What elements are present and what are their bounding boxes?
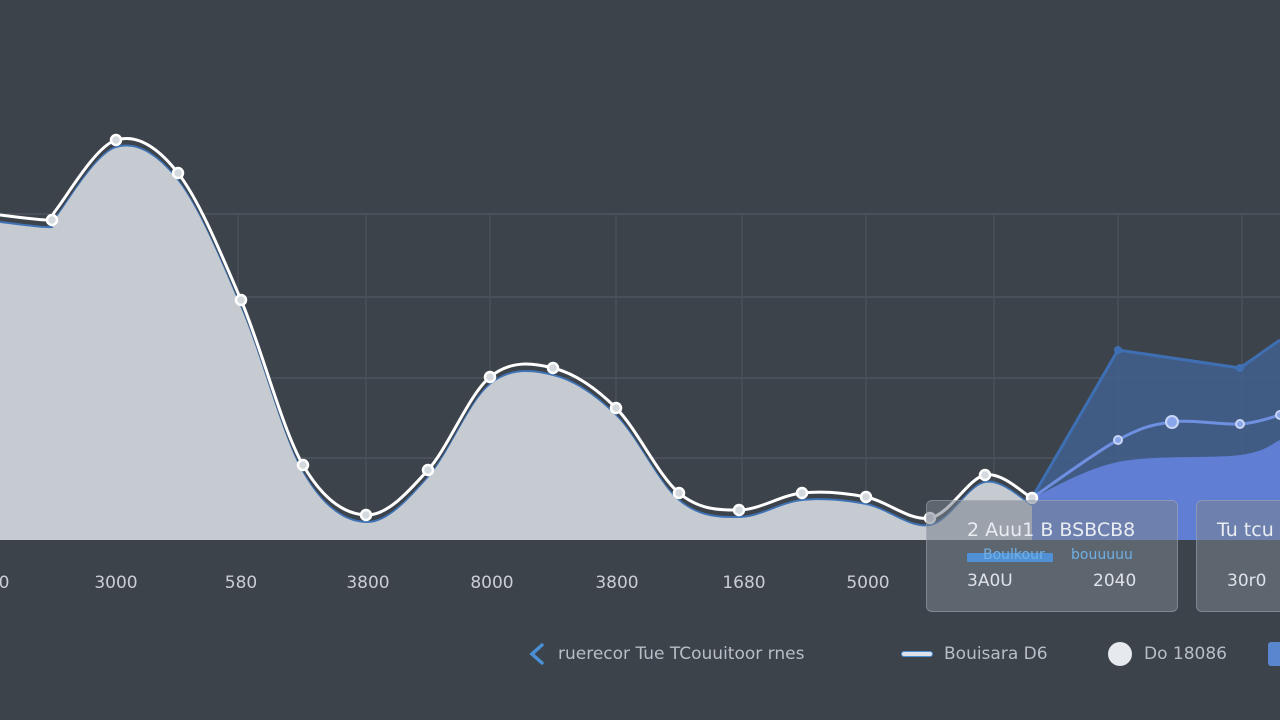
series-area-fill: [0, 146, 1032, 541]
chevron-left-icon: [529, 643, 544, 665]
x-tick-label: 3000: [94, 573, 137, 593]
mid-point-2: [1165, 415, 1179, 429]
tooltip-bar-left: [967, 553, 1053, 562]
data-point-9: [483, 370, 497, 384]
data-point-12: [672, 486, 686, 500]
data-point-7: [359, 508, 373, 522]
x-tick-label: 1680: [722, 573, 765, 593]
x-tick-label: 8000: [470, 573, 513, 593]
data-point-14: [795, 486, 809, 500]
data-point-17: [978, 468, 992, 482]
dot-icon: [1108, 642, 1132, 666]
upper-point-1: [1114, 346, 1122, 354]
legend-label-2: Bouisara D6: [944, 644, 1048, 664]
x-axis: 0 3000 580 3800 8000 3800 1680 5000: [0, 573, 890, 593]
x-tick-label: 0: [0, 573, 9, 593]
legend-label-1: ruerecor Tue TCouuitoor rnes: [558, 644, 805, 664]
x-tick-label: 3800: [595, 573, 638, 593]
tooltip-secondary-value: 30r0: [1227, 571, 1267, 591]
data-point-5: [234, 293, 248, 307]
data-point-11: [609, 401, 623, 415]
legend: ruerecor Tue TCouuitoor rnes Bouisara D6…: [0, 636, 1280, 672]
legend-item-4[interactable]: [1268, 636, 1280, 672]
tooltip-title: 2 Auu1 B BSBCB8: [967, 519, 1136, 541]
line-icon: [902, 652, 932, 656]
x-tick-label: 3800: [346, 573, 389, 593]
tooltip-value-1: 3A0U: [967, 571, 1013, 591]
series-line: [0, 137, 1033, 520]
tooltip-value-2: 2040: [1093, 571, 1137, 591]
square-icon: [1268, 642, 1280, 666]
data-point-13: [732, 503, 746, 517]
data-point-3: [109, 133, 123, 147]
mid-point-4: [1275, 410, 1280, 420]
x-tick-label: 580: [225, 573, 257, 593]
tooltip-sub-label-2: bouuuuu: [1071, 547, 1133, 563]
data-point-4: [171, 166, 185, 180]
legend-item-2[interactable]: Bouisara D6: [902, 636, 1048, 672]
data-point-1: [45, 213, 59, 227]
mid-point-1: [1113, 435, 1123, 445]
legend-item-3[interactable]: Do 18086: [1108, 636, 1227, 672]
data-point-10: [546, 361, 560, 375]
upper-band-line: [1030, 338, 1280, 499]
upper-point-2: [1236, 364, 1244, 372]
tooltip-sub-label: Boulkour: [983, 547, 1045, 563]
tooltip-main: 2 Auu1 B BSBCB8 Boulkour bouuuuu 3A0U 20…: [926, 500, 1178, 612]
mid-point-3: [1235, 419, 1245, 429]
x-tick-label: 5000: [846, 573, 889, 593]
tooltip-secondary-title: Tu tcu: [1217, 519, 1274, 541]
legend-label-3: Do 18086: [1144, 644, 1227, 664]
data-point-15: [859, 490, 873, 504]
legend-item-1[interactable]: ruerecor Tue TCouuitoor rnes: [528, 636, 804, 672]
tooltip-secondary: Tu tcu 30r0: [1196, 500, 1280, 612]
data-point-6: [296, 458, 310, 472]
data-point-8: [421, 463, 435, 477]
main-series-group: [0, 133, 1039, 541]
